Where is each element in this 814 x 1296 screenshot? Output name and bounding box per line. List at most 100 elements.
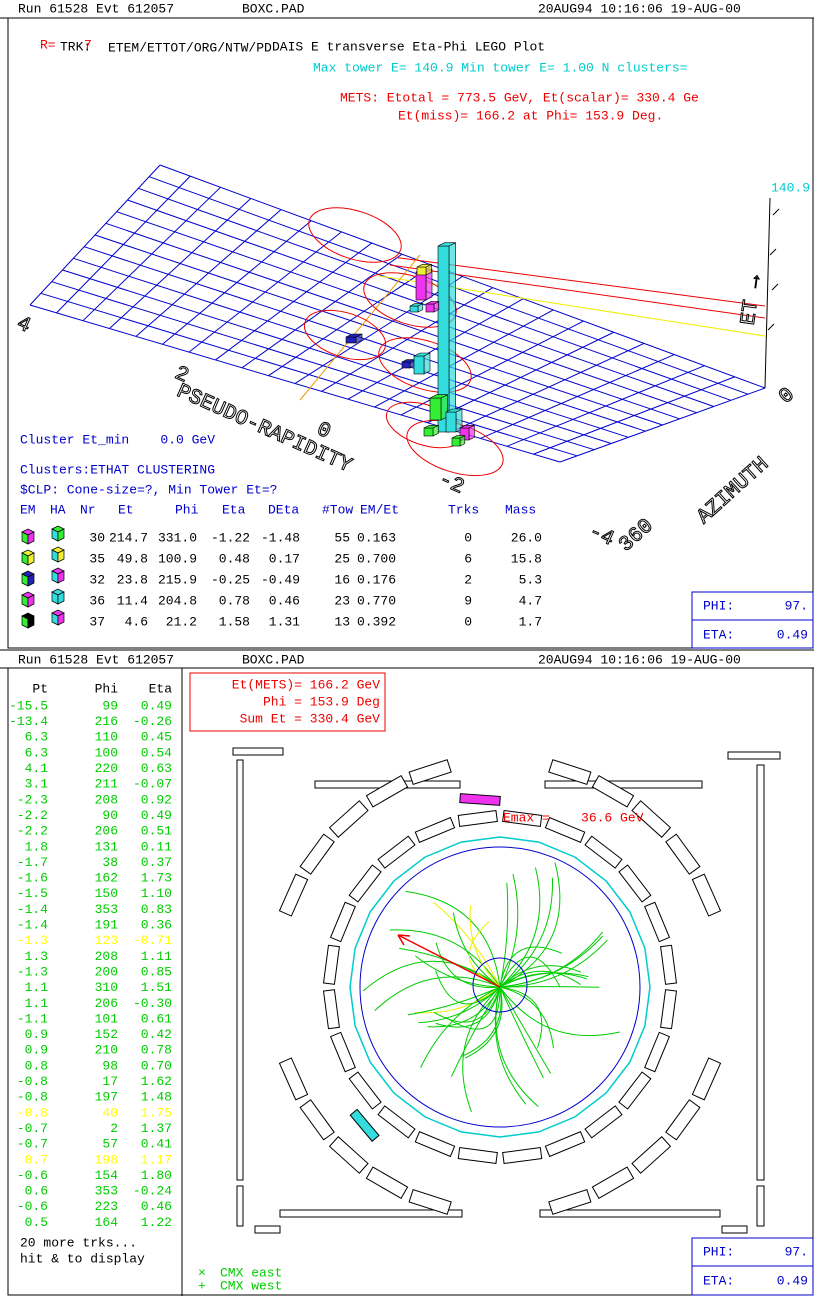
track-cell: 0.49	[141, 698, 172, 713]
muon-chamber	[756, 764, 765, 1181]
track-cell: 1.3	[25, 949, 48, 964]
track-cell: 0.9	[25, 1027, 48, 1042]
cluster-cone	[303, 309, 387, 361]
cluster-algorithm: Clusters:ETHAT CLUSTERING	[20, 462, 215, 477]
run-info: Run 61528 Evt 612057	[18, 1, 174, 16]
track-cell: 1.75	[141, 1105, 172, 1120]
track-cell: 0.5	[25, 1215, 48, 1230]
track-cell: 4.1	[25, 761, 49, 776]
grid-line	[51, 281, 595, 451]
r-label: R=	[40, 37, 56, 52]
track-cell: -1.4	[17, 918, 48, 933]
track-cell: 0.51	[141, 824, 172, 839]
tower-side	[448, 242, 456, 433]
grid-line	[105, 222, 680, 420]
track-cell: -1.3	[17, 964, 48, 979]
track	[374, 976, 501, 1012]
track-cell: 0.37	[141, 855, 172, 870]
muon-chamber	[756, 1185, 765, 1227]
grid-line	[62, 269, 612, 444]
track-cell: 1.10	[141, 886, 172, 901]
track-cell: 353	[95, 902, 118, 917]
cluster-cell: 16	[334, 572, 350, 587]
muon-chamber	[236, 759, 244, 1181]
track	[499, 877, 553, 988]
eta-value: 0.49	[777, 627, 808, 642]
track-cell: 206	[95, 824, 118, 839]
track-cell: 57	[102, 1137, 118, 1152]
et-axis	[764, 197, 771, 389]
grid-line	[116, 211, 697, 414]
track-cell: 216	[95, 714, 118, 729]
track	[462, 986, 501, 1113]
et-tick	[772, 208, 780, 216]
track-cell: -0.07	[133, 777, 172, 792]
track-cell: 150	[95, 886, 118, 901]
track-cell: 40	[102, 1105, 118, 1120]
muon-chamber	[539, 1209, 721, 1218]
calorimeter-module	[329, 1031, 356, 1073]
track-cell: 1.1	[25, 980, 49, 995]
cluster-cell: 0.700	[357, 551, 396, 566]
emax: Emax = 36.6 GeV	[503, 810, 644, 825]
track-cell: 1.37	[141, 1121, 172, 1136]
track-cell: 0.9	[25, 1043, 48, 1058]
tower	[416, 266, 427, 276]
cluster-cell: 0	[464, 614, 472, 629]
cluster-icon	[57, 591, 65, 605]
cluster-cell: 100.9	[158, 551, 197, 566]
cluster-icon	[27, 594, 35, 608]
phi-value: 97.	[785, 598, 808, 613]
cluster-cell: 21.2	[166, 614, 197, 629]
calorimeter-module	[348, 864, 382, 903]
track	[435, 986, 501, 1028]
track-cell: 0.63	[141, 761, 172, 776]
cluster-cell: 4.7	[519, 593, 542, 608]
cluster-cell: 9	[464, 593, 472, 608]
track-cell: 0.54	[141, 745, 172, 760]
cluster-parameters: $CLP: Cone-size=?, Min Tower Et=?	[20, 482, 277, 497]
grid-line	[40, 292, 578, 457]
calorimeter-module	[365, 774, 409, 808]
track	[389, 929, 501, 988]
track-cell: 0.49	[141, 808, 172, 823]
tower	[415, 271, 427, 301]
track-cell: -0.30	[133, 996, 172, 1011]
grid-line	[73, 257, 629, 438]
calorimeter-module	[408, 1188, 452, 1215]
track-cell: 211	[95, 777, 119, 792]
track-cell: -1.6	[17, 871, 48, 886]
grid-line	[84, 246, 646, 432]
track-cell: -1.3	[17, 933, 48, 948]
calorimeter-module	[544, 1131, 586, 1158]
run-info: Run 61528 Evt 612057	[18, 652, 174, 667]
et-tick	[767, 323, 775, 331]
calorimeter-module	[408, 759, 452, 786]
track-cell: 0.7	[25, 1152, 48, 1167]
calorimeter-module	[665, 1099, 701, 1141]
track-cell: 0.45	[141, 730, 172, 745]
track	[362, 960, 501, 992]
cluster-cell: 49.8	[117, 551, 148, 566]
calorimeter-module	[584, 835, 623, 869]
et-tick	[771, 283, 779, 291]
track-cell: 110	[95, 730, 118, 745]
calorimeter-module	[414, 816, 456, 843]
track	[499, 946, 562, 988]
cluster-icon	[27, 531, 35, 545]
column-header: Eta	[222, 502, 246, 517]
plot-title: DAIS E transverse Eta-Phi LEGO Plot	[272, 39, 545, 54]
track	[469, 905, 501, 988]
cluster-cell: 0.78	[219, 593, 250, 608]
legend-label: CMX west	[220, 1278, 282, 1293]
track-cell: 191	[95, 918, 119, 933]
legend-label: CMX east	[220, 1265, 282, 1280]
cmx-ring	[349, 836, 651, 1138]
track-cell: 210	[95, 1043, 118, 1058]
cluster-cell: 215.9	[158, 572, 197, 587]
cluster-cell: 25	[334, 551, 350, 566]
em-deposit	[459, 793, 501, 806]
cluster-et-min: Cluster Et_min 0.0 GeV	[20, 432, 215, 447]
track-cell: 0.83	[141, 902, 172, 917]
grid-line	[159, 164, 766, 389]
